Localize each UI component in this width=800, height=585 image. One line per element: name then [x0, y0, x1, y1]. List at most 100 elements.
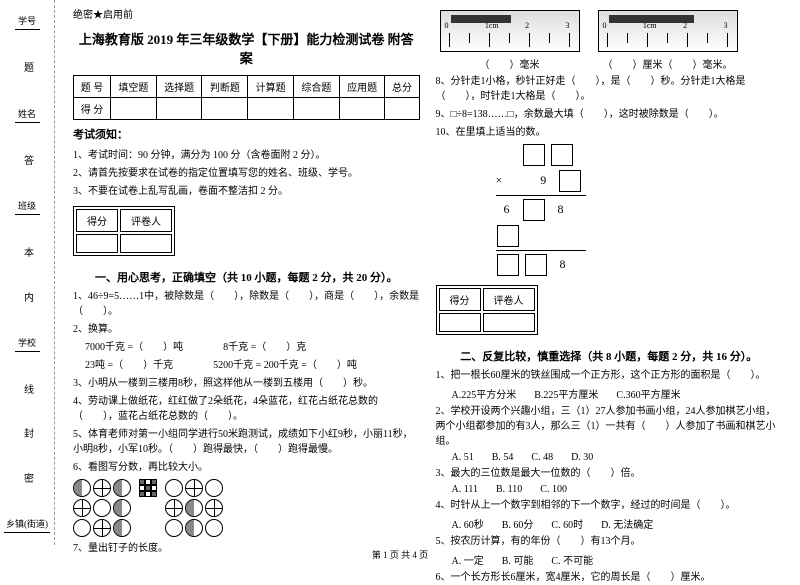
circle-icon [73, 499, 91, 517]
ruler-1: 01cm23 （ ）毫米 [436, 6, 584, 71]
grade-box-2: 得分评卷人 [436, 285, 538, 335]
circle-icon [113, 499, 131, 517]
s2-q2-options: A. 51B. 54C. 48D. 30 [436, 452, 783, 463]
s2-q3: 3、最大的三位数是最大一位数的（ ）倍。 [436, 466, 783, 481]
multiplication-layout: × 9 6 8 8 [496, 143, 783, 277]
circle-icon [185, 499, 203, 517]
s2-q1-options: A.225平方分米B.225平方厘米C.360平方厘米 [436, 386, 783, 401]
margin-mark: 本 [20, 247, 35, 257]
margin-label-town: 乡镇(街道) [4, 515, 50, 533]
grade-label: 评卷人 [120, 209, 172, 232]
question-10: 10、在里填上适当的数。 [436, 125, 783, 140]
question-8: 8、分针走1小格，秒针正好走（ ），是（ ）秒。分针走1大格是（ ），时针走1大… [436, 74, 783, 104]
question-5: 5、体育老师对第一小组同学进行50米跑测试，成绩如下小红9秒，小丽11秒，小明8… [73, 427, 420, 457]
square-set [139, 479, 157, 537]
digit: 8 [552, 254, 574, 276]
q2-sub: 7000千克 =（ ）吨 8千克 =（ ）克 [73, 340, 420, 355]
fraction-shapes [73, 479, 420, 537]
right-column: 01cm23 （ ）毫米 01cm23 （ ）厘米（ ）毫米。 8、分针走1小格… [428, 6, 791, 539]
row-label: 得 分 [74, 98, 111, 120]
notice-item: 2、请首先按要求在试卷的指定位置填写您的姓名、班级、学号。 [73, 164, 420, 179]
ruler-1-label: （ ）毫米 [436, 56, 584, 71]
section2-title: 二、反复比较，慎重选择（共 8 小题，每题 2 分，共 16 分）。 [436, 348, 783, 364]
s2-q4-options: A. 60秒B. 60分C. 60时D. 无法确定 [436, 516, 783, 531]
blank-box [497, 254, 519, 276]
s2-q6: 6、一个长方形长6厘米，宽4厘米，它的周长是（ ）厘米。 [436, 570, 783, 585]
content-area: 绝密★启用前 上海教育版 2019 年三年级数学【下册】能力检测试卷 附答案 题… [55, 0, 800, 545]
grade-label: 得分 [439, 288, 481, 311]
th: 选择题 [156, 76, 202, 98]
s2-q5: 5、按农历计算，有的年份（ ）有13个月。 [436, 534, 783, 549]
th: 计算题 [248, 76, 294, 98]
q2-sub: 23吨 =（ ）千克 5200千克 = 200千克 =（ ）吨 [73, 358, 420, 373]
section1-title: 一、用心思考，正确填空（共 10 小题，每题 2 分，共 20 分）。 [73, 269, 420, 285]
notice-item: 1、考试时间：90 分钟，满分为 100 分（含卷面附 2 分）。 [73, 146, 420, 161]
circle-icon [205, 519, 223, 537]
circle-icon [165, 519, 183, 537]
th: 填空题 [110, 76, 156, 98]
th: 综合题 [293, 76, 339, 98]
s2-q3-options: A. 111B. 110C. 100 [436, 484, 783, 495]
th: 应用题 [339, 76, 385, 98]
margin-mark: 题 [20, 62, 35, 72]
circle-icon [165, 479, 183, 497]
margin-label-class: 班级 [15, 197, 40, 215]
confidential-mark: 绝密★启用前 [73, 6, 420, 21]
grade-label: 得分 [76, 209, 118, 232]
blank-box [523, 144, 545, 166]
circle-icon [113, 479, 131, 497]
ruler-2-label: （ ）厘米（ ）毫米。 [594, 56, 742, 71]
th: 总分 [385, 76, 419, 98]
blank-box [523, 199, 545, 221]
question-1: 1、46÷9=5……1中，被除数是（ ），除数是（ ），商是（ ），余数是（ ）… [73, 289, 420, 319]
circle-set [73, 479, 131, 537]
blank-box [525, 254, 547, 276]
blank-box [559, 170, 581, 192]
question-2: 2、换算。 [73, 322, 420, 337]
question-3: 3、小明从一楼到三楼用8秒，照这样他从一楼到五楼用（ ）秒。 [73, 376, 420, 391]
circle-icon [73, 519, 91, 537]
grade-label: 评卷人 [483, 288, 535, 311]
binding-margin: 学号 题 姓名 答 班级 本 内 学校 线 封 密 乡镇(街道) [0, 0, 55, 545]
circle-icon [93, 519, 111, 537]
circle-set-2 [165, 479, 223, 537]
circle-icon [165, 499, 183, 517]
ruler-icon: 01cm23 [440, 10, 580, 52]
question-9: 9、□÷8=138……□，余数最大填（ ），这时被除数是（ ）。 [436, 107, 783, 122]
grid-icon [139, 479, 157, 497]
th: 判断题 [202, 76, 248, 98]
margin-mark: 线 [20, 384, 35, 394]
ruler-2: 01cm23 （ ）厘米（ ）毫米。 [594, 6, 742, 71]
circle-icon [113, 519, 131, 537]
score-table: 题 号 填空题 选择题 判断题 计算题 综合题 应用题 总分 得 分 [73, 75, 420, 120]
margin-mark: 答 [20, 155, 35, 165]
s2-q1: 1、把一根长60厘米的铁丝围成一个正方形，这个正方形的面积是（ ）。 [436, 368, 783, 383]
notice-item: 3、不要在试卷上乱写乱画，卷面不整洁扣 2 分。 [73, 182, 420, 197]
th: 题 号 [74, 76, 111, 98]
exam-title: 上海教育版 2019 年三年级数学【下册】能力检测试卷 附答案 [73, 29, 420, 67]
notice-head: 考试须知： [73, 126, 420, 142]
margin-label-school: 学校 [15, 334, 40, 352]
margin-mark: 内 [20, 292, 35, 302]
ruler-row: 01cm23 （ ）毫米 01cm23 （ ）厘米（ ）毫米。 [436, 6, 783, 71]
circle-icon [185, 519, 203, 537]
grade-box: 得分评卷人 [73, 206, 175, 256]
digit: 8 [550, 199, 572, 221]
margin-mark: 封 [20, 428, 35, 438]
circle-icon [93, 479, 111, 497]
blank-box [497, 225, 519, 247]
question-6: 6、看图写分数，再比较大小。 [73, 460, 420, 475]
margin-label-id: 学号 [15, 12, 40, 30]
blank-box [551, 144, 573, 166]
circle-icon [185, 479, 203, 497]
calc-line [496, 195, 586, 196]
s2-q4: 4、时针从上一个数字到相邻的下一个数字，经过的时间是（ ）。 [436, 498, 783, 513]
nail-bar [451, 15, 511, 23]
ruler-icon: 01cm23 [598, 10, 738, 52]
digit: 6 [496, 199, 518, 221]
notices: 1、考试时间：90 分钟，满分为 100 分（含卷面附 2 分）。 2、请首先按… [73, 146, 420, 197]
margin-label-name: 姓名 [15, 105, 40, 123]
times-sign: × [496, 170, 503, 192]
s2-q2: 2、学校开设两个兴趣小组，三（1）27人参加书画小组，24人参加棋艺小组，两个小… [436, 404, 783, 449]
digit: 9 [532, 170, 554, 192]
